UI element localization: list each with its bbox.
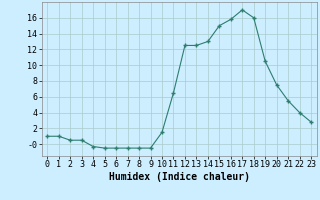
X-axis label: Humidex (Indice chaleur): Humidex (Indice chaleur) [109,172,250,182]
